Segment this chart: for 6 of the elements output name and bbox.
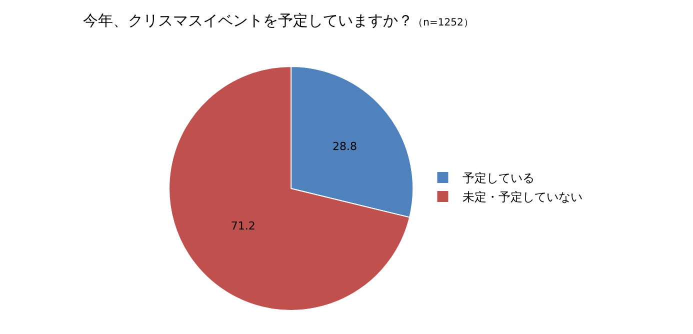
pie-slice [168, 66, 410, 311]
legend-label: 予定している [462, 171, 535, 186]
data-label: 28.8 [332, 140, 358, 153]
data-label: 71.2 [230, 220, 256, 233]
chart-subtitle: （n=1252） [413, 18, 474, 29]
legend-label: 未定・予定していない [462, 190, 583, 204]
